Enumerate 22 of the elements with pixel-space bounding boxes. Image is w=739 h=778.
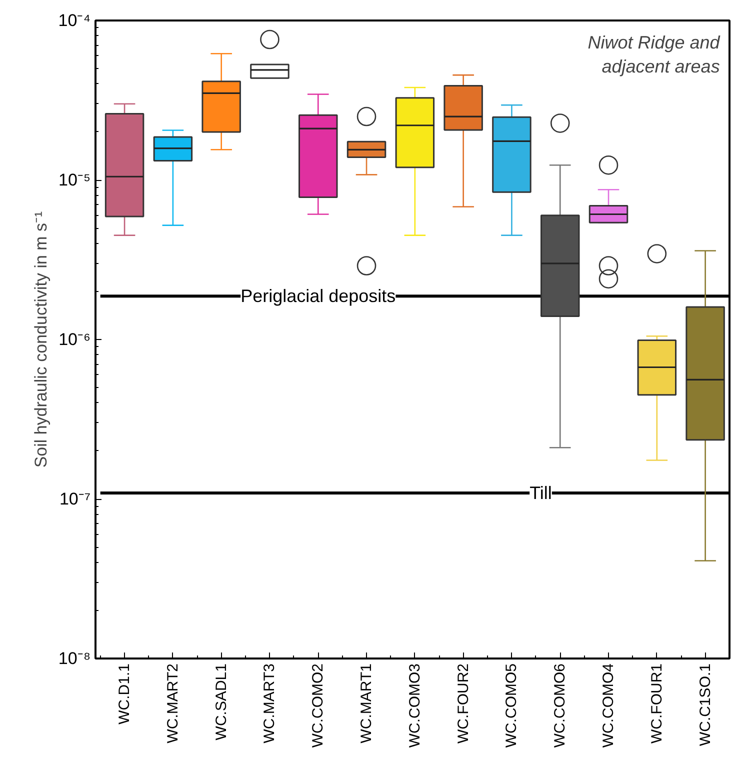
x-tick-label: WC.D1.1	[116, 664, 134, 724]
x-tick-label: WC.COMO2	[310, 663, 327, 748]
x-tick-label: WC.FOUR1	[648, 663, 666, 744]
y-tick-label: 10⁻⁶	[58, 330, 91, 349]
ref-line-label: Periglacial deposits	[240, 286, 396, 306]
x-tick-label: WC.MART2	[164, 663, 182, 744]
x-tick-label: WC.COMO6	[552, 663, 569, 748]
x-tick-label: WC.COMO3	[406, 663, 424, 748]
x-tick-label: WC.FOUR2	[454, 663, 472, 744]
x-tick-label: WC.COMO5	[503, 663, 520, 748]
x-tick-label: WC.MART3	[261, 663, 278, 744]
y-tick-label: 10⁻⁷	[59, 490, 90, 508]
ref-line-label: Till	[530, 483, 552, 504]
x-tick-label: WC.SADL1	[212, 663, 230, 740]
y-tick-label: 10⁻⁴	[58, 11, 91, 30]
x-tick-label: WC.C1SO.1	[696, 664, 714, 746]
y-axis-title: Soil hydraulic conductivity in m s⁻¹	[31, 210, 50, 468]
x-tick-label: WC.MART1	[358, 663, 376, 744]
y-tick-label: 10⁻⁵	[58, 170, 91, 190]
y-tick-label: 10⁻⁸	[58, 649, 91, 668]
x-tick-label: WC.COMO4	[600, 663, 618, 748]
annotation: Niwot Ridge and adjacent areas	[588, 32, 721, 76]
